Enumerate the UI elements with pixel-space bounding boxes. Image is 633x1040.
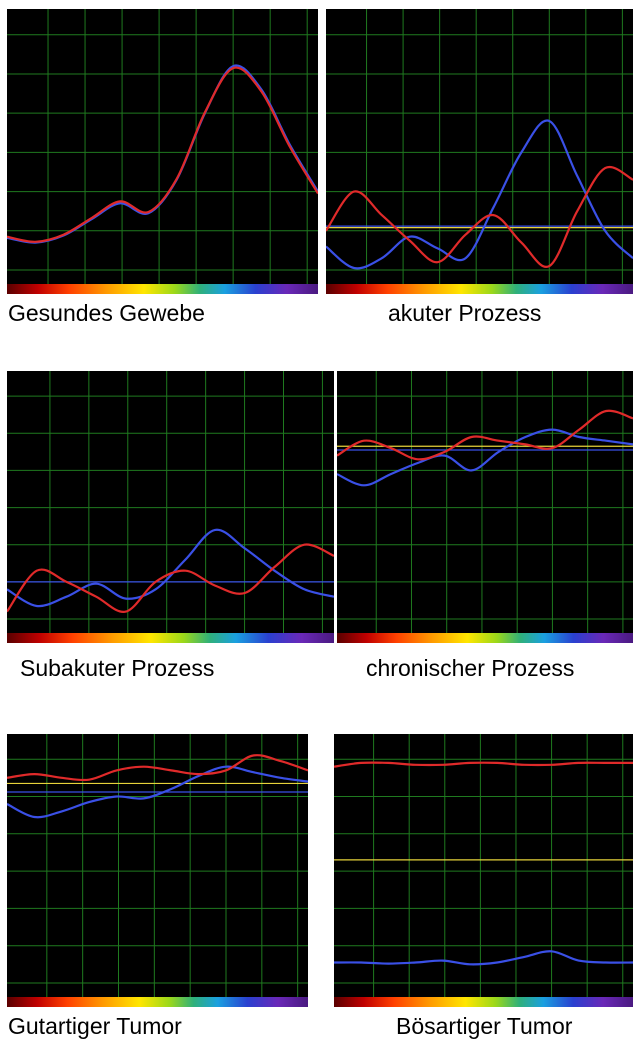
spectrum-bar <box>7 997 308 1007</box>
series-line <box>7 754 308 782</box>
caption-healthy: Gesundes Gewebe <box>8 300 205 326</box>
caption-benign-tumor: Gutartiger Tumor <box>8 1013 182 1039</box>
grid <box>7 371 334 633</box>
chart-panel-acute <box>326 9 633 294</box>
spectrum-bar <box>7 633 334 643</box>
series-line <box>326 119 633 270</box>
series-line <box>337 428 633 487</box>
grid <box>7 9 318 284</box>
chart-panel-malignant-tumor <box>334 734 633 1007</box>
caption-malignant-tumor: Bösartiger Tumor <box>396 1013 573 1039</box>
chart-panel-chronic <box>337 371 633 643</box>
plot-healthy <box>7 9 318 284</box>
chart-panel-subacute <box>7 371 334 643</box>
series-line <box>7 64 318 244</box>
caption-acute: akuter Prozess <box>388 300 542 326</box>
plot-malignant-tumor <box>334 734 633 997</box>
caption-subacute: Subakuter Prozess <box>20 655 215 681</box>
series-line <box>7 66 318 243</box>
series-line <box>337 409 633 461</box>
series-line <box>326 165 633 269</box>
spectrum-bar <box>337 633 633 643</box>
series-line <box>334 761 633 768</box>
plot-benign-tumor <box>7 734 308 997</box>
spectrum-bar <box>334 997 633 1007</box>
series-line <box>7 543 334 613</box>
grid <box>334 734 633 997</box>
series-line <box>7 528 334 608</box>
grid <box>337 371 633 633</box>
plot-subacute <box>7 371 334 633</box>
caption-chronic: chronischer Prozess <box>366 655 575 681</box>
spectrum-bar <box>7 284 318 294</box>
chart-panel-benign-tumor <box>7 734 308 1007</box>
grid <box>7 734 308 997</box>
grid <box>326 9 633 284</box>
plot-chronic <box>337 371 633 633</box>
chart-panel-healthy <box>7 9 318 294</box>
series-line <box>334 950 633 966</box>
spectrum-bar <box>326 284 633 294</box>
series-line <box>7 765 308 819</box>
plot-acute <box>326 9 633 284</box>
